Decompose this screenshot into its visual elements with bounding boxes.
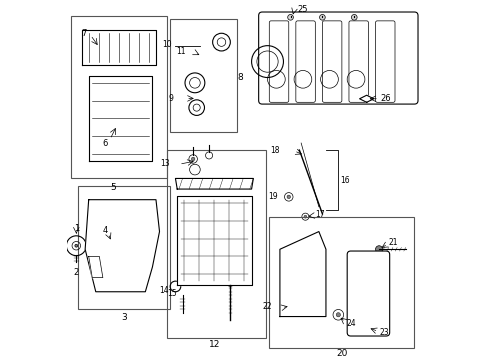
Bar [78,185,170,310]
Text: 24: 24 [346,319,355,328]
Text: 9: 9 [168,94,173,103]
Text: 11: 11 [176,47,186,56]
Circle shape [304,215,306,218]
Text: 19: 19 [268,192,278,201]
Text: 26: 26 [380,94,391,103]
Bar [166,150,265,338]
Circle shape [286,195,290,199]
Text: 1: 1 [74,224,79,233]
Text: 7: 7 [81,29,86,38]
Text: 21: 21 [388,238,398,247]
Polygon shape [175,179,253,189]
FancyBboxPatch shape [258,12,417,104]
Text: 18: 18 [270,145,279,154]
Text: 20: 20 [336,349,347,358]
Text: 5: 5 [110,183,116,192]
Circle shape [226,279,233,287]
Text: 4: 4 [102,226,108,235]
Text: 25: 25 [296,5,307,14]
Circle shape [191,157,195,161]
Circle shape [319,14,325,20]
Text: 13: 13 [160,159,170,168]
Text: 12: 12 [208,340,220,349]
Text: 17: 17 [315,210,325,219]
Text: 10: 10 [162,40,172,49]
Polygon shape [177,196,251,285]
Text: 3: 3 [121,313,127,322]
Bar [269,217,414,348]
Bar [170,19,237,132]
FancyBboxPatch shape [346,251,389,336]
Circle shape [336,312,340,317]
Polygon shape [85,200,159,292]
Polygon shape [359,95,373,102]
Polygon shape [279,231,325,316]
Text: 16: 16 [340,176,349,185]
Polygon shape [88,256,102,278]
Circle shape [75,244,78,247]
Circle shape [287,14,293,20]
Text: 22: 22 [262,302,271,311]
Circle shape [375,246,382,253]
Text: 6: 6 [102,139,108,148]
Polygon shape [88,76,152,161]
Text: 2: 2 [74,268,79,277]
Text: 8: 8 [237,73,243,82]
Polygon shape [81,30,156,65]
Text: 15: 15 [167,289,177,298]
Bar [71,15,166,179]
Circle shape [351,14,356,20]
Text: 14: 14 [159,286,168,295]
Text: 23: 23 [379,328,388,337]
